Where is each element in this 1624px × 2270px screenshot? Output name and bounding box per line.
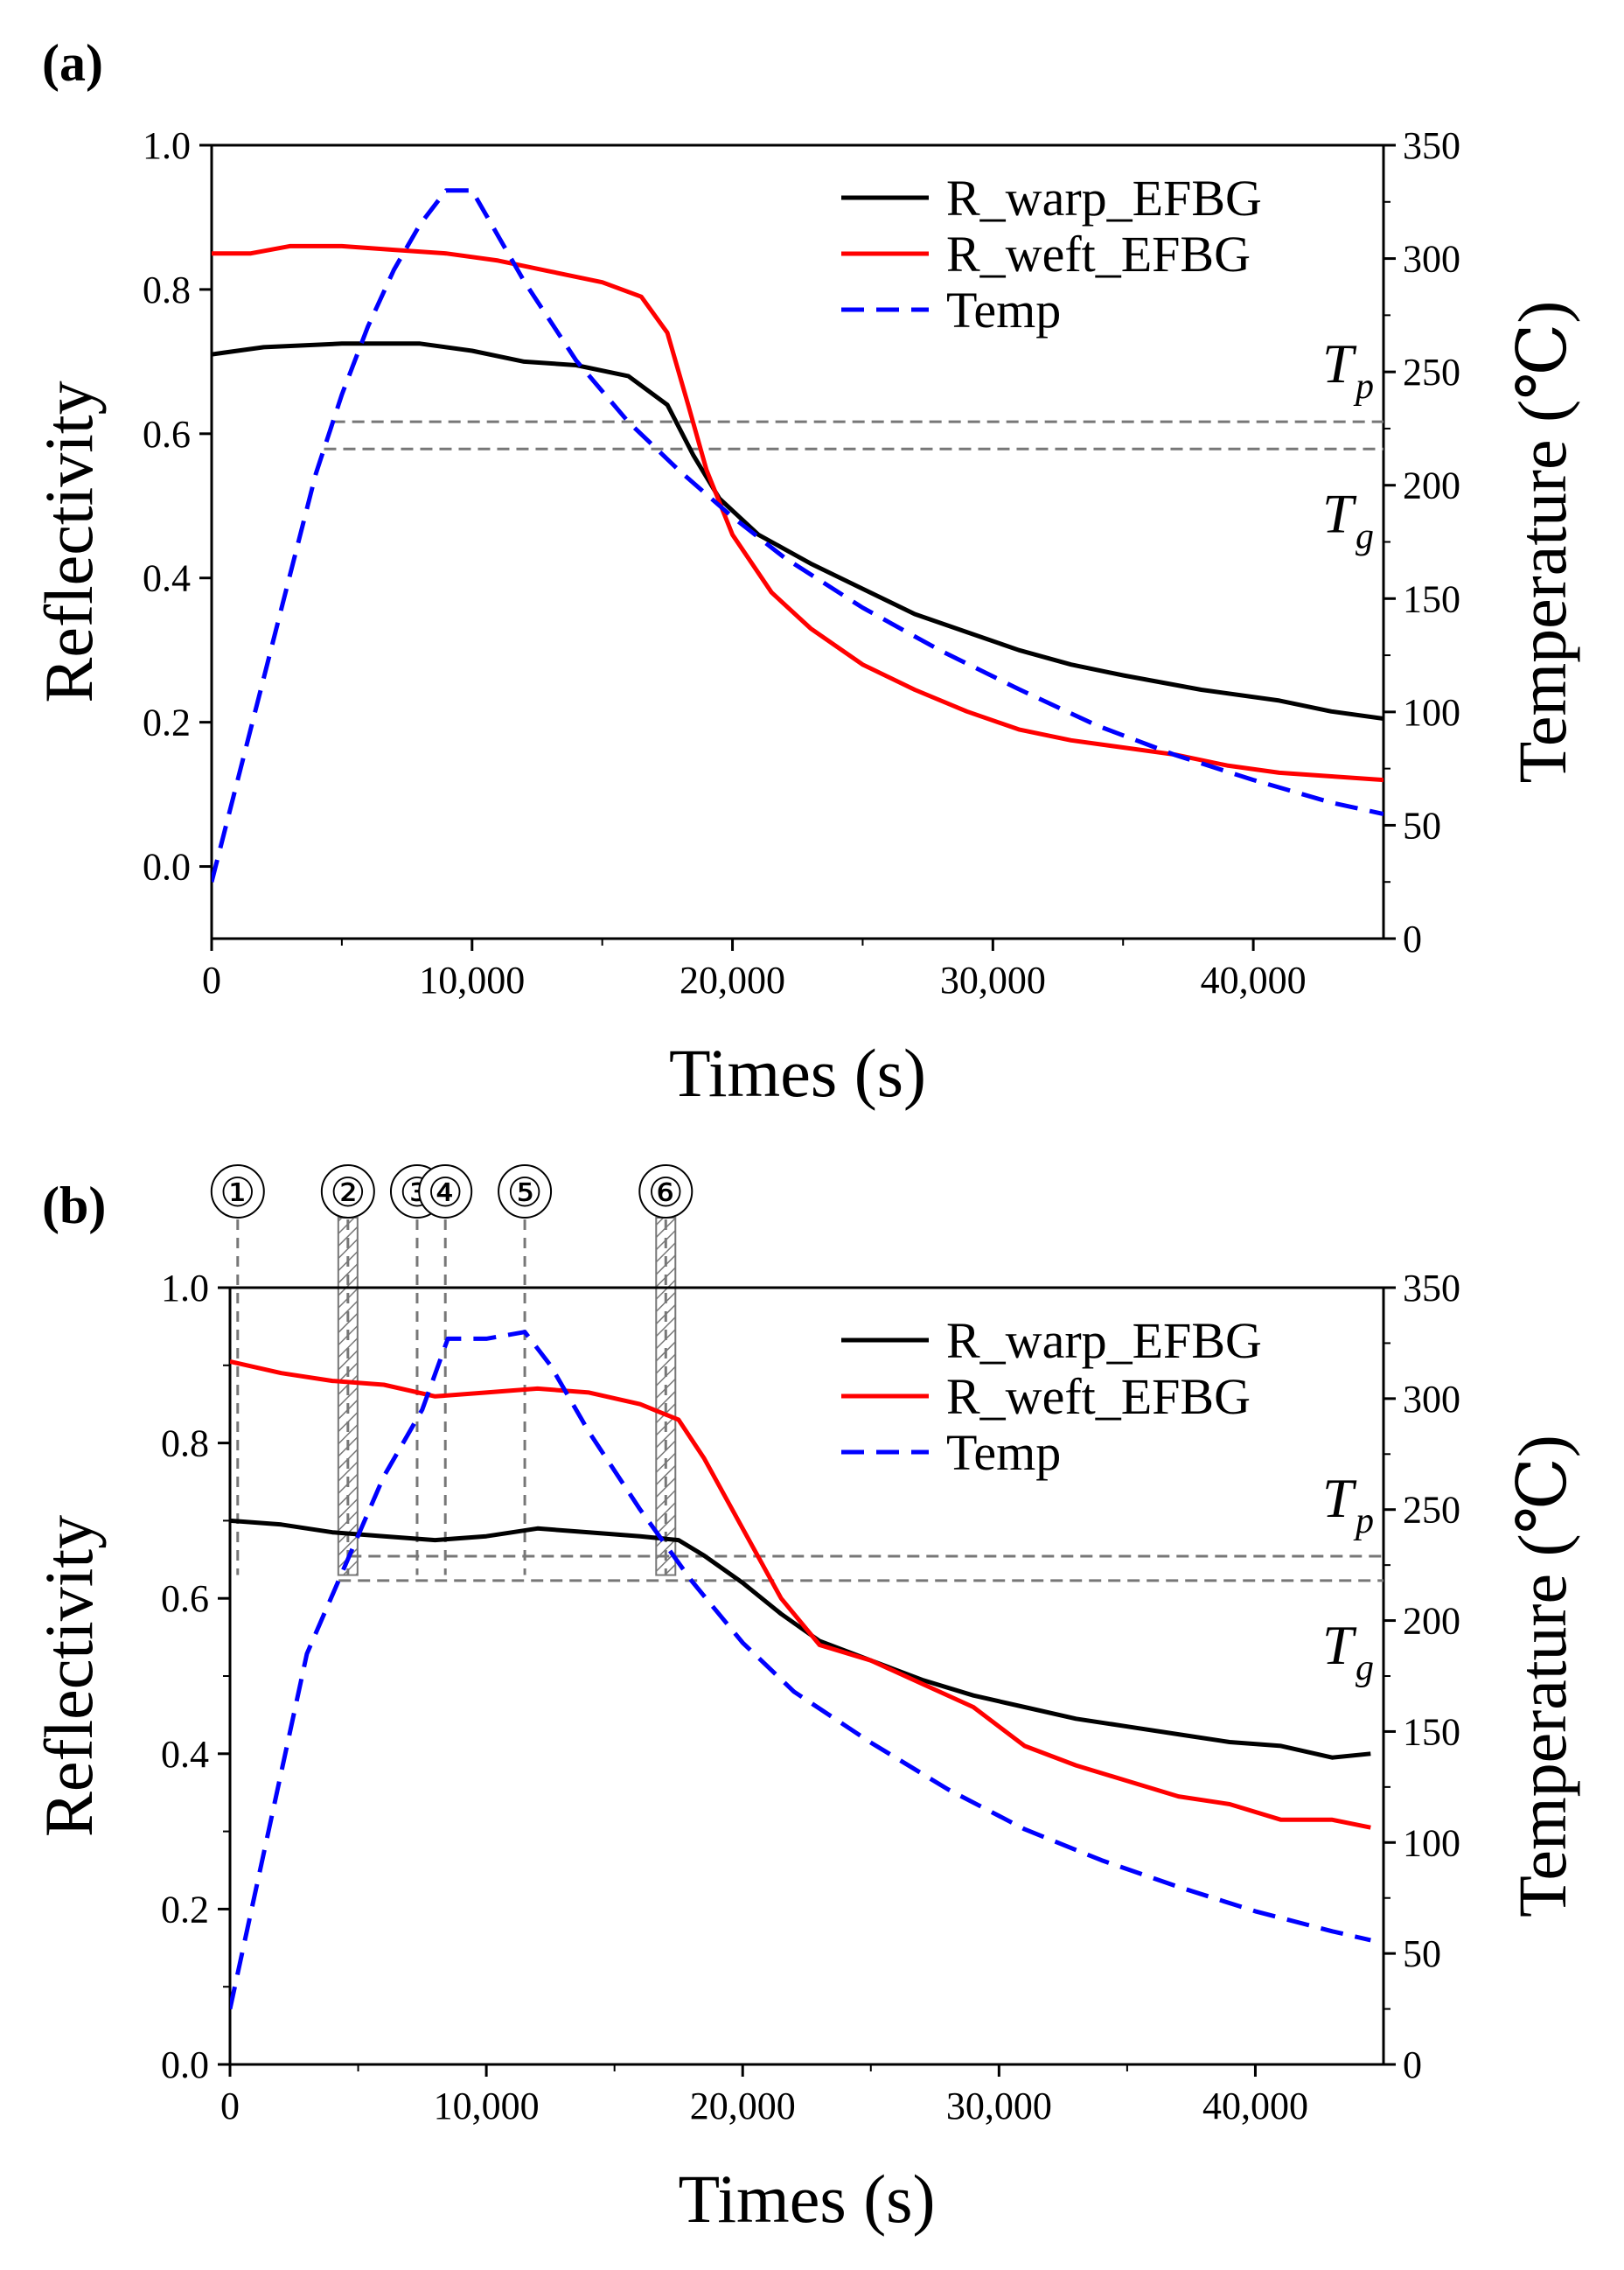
x-tick-label: 40,000 bbox=[1202, 2085, 1308, 2127]
y2-tick-label: 150 bbox=[1403, 1710, 1460, 1753]
y-tick-label: 0.8 bbox=[161, 1422, 209, 1465]
y-tick-label: 0.4 bbox=[161, 1733, 209, 1776]
series-line-temp bbox=[230, 1330, 1371, 2010]
x-tick-label: 10,000 bbox=[419, 959, 525, 1002]
y-axis-title: Reflectivity bbox=[31, 381, 107, 702]
x-tick-label: 10,000 bbox=[434, 2085, 540, 2127]
panel-a: (a) 0 10,000 20,000 30,000 40,000 0.0 0.2 0.4 0.6… bbox=[31, 34, 1580, 1111]
stage-circle-1 bbox=[210, 1164, 265, 1219]
stage-marker-6: ⑥ bbox=[648, 1170, 684, 1215]
x-tick-label: 30,000 bbox=[940, 959, 1046, 1002]
legend-entry-3: Temp bbox=[946, 1424, 1061, 1481]
panel-label: (a) bbox=[42, 34, 103, 92]
y-tick-label: 0.2 bbox=[161, 1888, 209, 1931]
panel-b: (b) ① ② ③④ ⑤ ⑥0 10,000 20,000 30,000 40,0000.00.2… bbox=[31, 1164, 1580, 2237]
y2-tick-label: 150 bbox=[1403, 577, 1460, 620]
series-line-r-weft-efbg bbox=[212, 243, 1384, 783]
y-tick-label: 0.6 bbox=[161, 1577, 209, 1620]
series-line-r-weft-efbg bbox=[230, 1359, 1371, 1830]
series-line-r-warp-efbg bbox=[230, 1518, 1371, 1760]
panel-label: (b) bbox=[42, 1177, 106, 1234]
reference-subscript-p: p bbox=[1353, 367, 1374, 407]
y2-tick-label: 0 bbox=[1403, 918, 1422, 960]
y-axis-title: Reflectivity bbox=[31, 1515, 107, 1837]
stage-marker-4: ④ bbox=[428, 1170, 464, 1215]
y2-tick-label: 100 bbox=[1403, 691, 1460, 734]
legend-entry-2: R_weft_EFBG bbox=[946, 1368, 1251, 1425]
x-tick-label: 30,000 bbox=[946, 2085, 1052, 2127]
y-tick-label: 0.0 bbox=[143, 846, 191, 889]
y2-tick-label: 200 bbox=[1403, 1600, 1460, 1643]
x-axis-title: Times (s) bbox=[669, 1035, 926, 1111]
y2-tick-label: 350 bbox=[1403, 1267, 1460, 1310]
y2-axis-title: Temperature (℃) bbox=[1504, 301, 1580, 784]
reference-label-p: T bbox=[1322, 332, 1357, 395]
stage-marker-1: ① bbox=[220, 1170, 255, 1215]
stage-marker-5: ⑤ bbox=[506, 1170, 542, 1215]
y-tick-label: 0.2 bbox=[143, 702, 191, 744]
stage-circle-2 bbox=[320, 1164, 375, 1219]
y2-tick-label: 350 bbox=[1403, 124, 1460, 167]
y2-tick-label: 50 bbox=[1403, 804, 1441, 847]
y2-tick-label: 200 bbox=[1403, 464, 1460, 507]
x-tick-label: 20,000 bbox=[690, 2085, 796, 2127]
y-tick-label: 1.0 bbox=[143, 124, 191, 167]
y2-tick-label: 250 bbox=[1403, 351, 1460, 394]
y2-tick-label: 0 bbox=[1403, 2043, 1422, 2086]
x-tick-label: 0 bbox=[220, 2085, 240, 2127]
reference-label-g: T bbox=[1322, 482, 1357, 544]
reference-subscript-g: g bbox=[1356, 516, 1374, 556]
y-tick-label: 0.6 bbox=[143, 413, 191, 456]
legend-entry-1: R_warp_EFBG bbox=[946, 170, 1262, 227]
y2-tick-label: 100 bbox=[1403, 1821, 1460, 1864]
legend-entry-3: Temp bbox=[946, 282, 1061, 339]
y2-tick-label: 300 bbox=[1403, 1378, 1460, 1421]
stage-circle-5 bbox=[498, 1164, 553, 1219]
y2-tick-label: 50 bbox=[1403, 1932, 1441, 1975]
stage-circle-6 bbox=[638, 1164, 694, 1219]
y-tick-label: 0.0 bbox=[161, 2043, 209, 2086]
legend-entry-2: R_weft_EFBG bbox=[946, 226, 1251, 283]
x-tick-label: 40,000 bbox=[1201, 959, 1307, 1002]
x-tick-label: 20,000 bbox=[680, 959, 785, 1002]
reference-subscript-g: g bbox=[1356, 1648, 1374, 1688]
series-line-r-warp-efbg bbox=[212, 341, 1384, 721]
y-tick-label: 1.0 bbox=[161, 1267, 209, 1310]
x-axis-title: Times (s) bbox=[678, 2161, 935, 2237]
stage-circle-4 bbox=[418, 1164, 473, 1219]
y-tick-label: 0.8 bbox=[143, 269, 191, 311]
reference-subscript-p: p bbox=[1353, 1501, 1374, 1541]
stage-marker-2: ② bbox=[330, 1170, 366, 1215]
y-tick-label: 0.4 bbox=[143, 557, 191, 600]
y2-tick-label: 250 bbox=[1403, 1489, 1460, 1532]
legend-entry-1: R_warp_EFBG bbox=[946, 1312, 1262, 1369]
series-line-temp bbox=[212, 188, 1384, 883]
reference-label-p: T bbox=[1322, 1467, 1357, 1529]
y2-axis-title: Temperature (℃) bbox=[1504, 1435, 1580, 1917]
x-tick-label: 0 bbox=[202, 959, 221, 1002]
reference-label-g: T bbox=[1322, 1614, 1357, 1676]
y2-tick-label: 300 bbox=[1403, 238, 1460, 281]
